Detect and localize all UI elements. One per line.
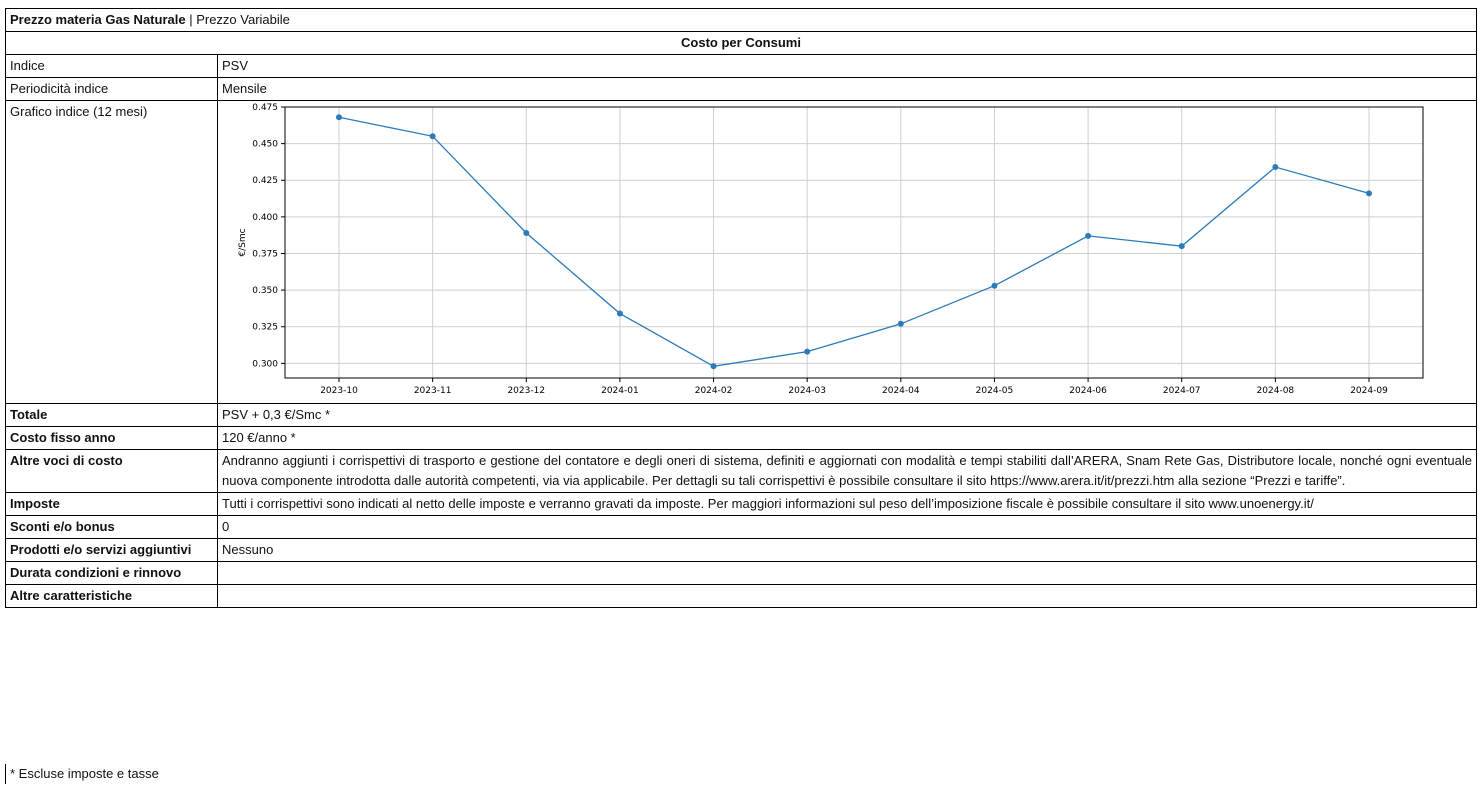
data-point — [336, 114, 342, 121]
section-title: Costo per Consumi — [5, 31, 1477, 55]
periodicita-value: Mensile — [217, 77, 1477, 101]
x-tick-label: 2024-03 — [788, 386, 826, 396]
y-tick-label: 0.450 — [252, 140, 278, 150]
row-imposte: Imposte Tutti i corrispettivi sono indic… — [5, 492, 1477, 516]
grafico-chart-cell: 0.300 0.325 0.350 0.375 0.400 0.425 0.450 0.475… — [217, 100, 1477, 404]
x-tick-label: 2023-10 — [320, 386, 358, 396]
data-point — [616, 310, 623, 317]
offer-sheet: Prezzo materia Gas Naturale | Prezzo Var… — [5, 8, 1477, 608]
totale-label: Totale — [5, 403, 218, 427]
costo-fisso-value: 120 €/anno * — [217, 426, 1477, 450]
indice-label: Indice — [5, 54, 218, 78]
row-grafico: Grafico indice (12 mesi) 0.300 0.325 0.350… — [5, 100, 1477, 404]
x-tick-label: 2024-02 — [695, 386, 733, 396]
header-title: Prezzo materia Gas Naturale — [10, 12, 186, 27]
altre-voci-value: Andranno aggiunti i corrispettivi di tra… — [217, 449, 1477, 493]
row-costo-fisso: Costo fisso anno 120 €/anno * — [5, 426, 1477, 450]
grafico-label: Grafico indice (12 mesi) — [5, 100, 218, 404]
row-sconti: Sconti e/o bonus 0 — [5, 515, 1477, 539]
y-axis-label: €/Smc — [238, 228, 248, 256]
header-separator: | — [185, 12, 197, 27]
durata-label: Durata condizioni e rinnovo — [5, 561, 218, 585]
periodicita-label: Periodicità indice — [5, 77, 218, 101]
data-point — [897, 320, 904, 327]
y-tick-label: 0.350 — [252, 286, 278, 296]
section-row: Costo per Consumi — [5, 31, 1477, 55]
imposte-label: Imposte — [5, 492, 218, 516]
data-point — [523, 229, 530, 236]
data-point — [1085, 232, 1092, 239]
y-tick-label: 0.300 — [252, 359, 278, 369]
data-point — [1366, 190, 1372, 197]
row-durata: Durata condizioni e rinnovo — [5, 561, 1477, 585]
header-row: Prezzo materia Gas Naturale | Prezzo Var… — [5, 8, 1477, 32]
data-point — [429, 133, 436, 140]
header-subtitle: Prezzo Variabile — [196, 12, 290, 27]
y-tick-label: 0.325 — [252, 323, 278, 333]
indice-value: PSV — [217, 54, 1477, 78]
y-tick-label: 0.425 — [252, 176, 278, 186]
row-totale: Totale PSV + 0,3 €/Smc * — [5, 403, 1477, 427]
x-tick-label: 2024-06 — [1069, 386, 1107, 396]
data-point — [1178, 243, 1185, 250]
sconti-value: 0 — [217, 515, 1477, 539]
data-point — [991, 282, 998, 289]
y-tick-label: 0.375 — [252, 249, 278, 259]
altre-caratteristiche-value — [217, 584, 1477, 608]
x-tick-label: 2024-09 — [1350, 386, 1388, 396]
costo-fisso-label: Costo fisso anno — [5, 426, 218, 450]
x-tick-label: 2024-08 — [1257, 386, 1295, 396]
x-tick-label: 2024-04 — [882, 386, 920, 396]
plot-frame — [284, 106, 1424, 379]
x-tick-label: 2024-07 — [1163, 386, 1201, 396]
y-tick-label: 0.475 — [252, 103, 278, 113]
sconti-label: Sconti e/o bonus — [5, 515, 218, 539]
altre-caratteristiche-label: Altre caratteristiche — [5, 584, 218, 608]
header-cell: Prezzo materia Gas Naturale | Prezzo Var… — [5, 8, 1477, 32]
footnote: * Escluse imposte e tasse — [5, 764, 163, 784]
data-point — [1272, 164, 1279, 171]
prodotti-label: Prodotti e/o servizi aggiuntivi — [5, 538, 218, 562]
data-point — [804, 348, 811, 355]
row-altre-caratteristiche: Altre caratteristiche — [5, 584, 1477, 608]
psv-line-chart: 0.300 0.325 0.350 0.375 0.400 0.425 0.450 0.475… — [238, 103, 1424, 396]
x-tick-label: 2023-12 — [507, 386, 545, 396]
x-tick-label: 2024-05 — [976, 386, 1014, 396]
imposte-value: Tutti i corrispettivi sono indicati al n… — [217, 492, 1477, 516]
row-periodicita: Periodicità indice Mensile — [5, 77, 1477, 101]
series-line — [338, 116, 1370, 367]
row-altre-voci: Altre voci di costo Andranno aggiunti i … — [5, 449, 1477, 493]
prodotti-value: Nessuno — [217, 538, 1477, 562]
totale-value: PSV + 0,3 €/Smc * — [217, 403, 1477, 427]
data-point — [710, 363, 717, 370]
altre-voci-label: Altre voci di costo — [5, 449, 218, 493]
x-tick-label: 2024-01 — [601, 386, 639, 396]
durata-value — [217, 561, 1477, 585]
x-tick-label: 2023-11 — [414, 386, 452, 396]
row-prodotti: Prodotti e/o servizi aggiuntivi Nessuno — [5, 538, 1477, 562]
row-indice: Indice PSV — [5, 54, 1477, 78]
y-tick-label: 0.400 — [252, 213, 278, 223]
